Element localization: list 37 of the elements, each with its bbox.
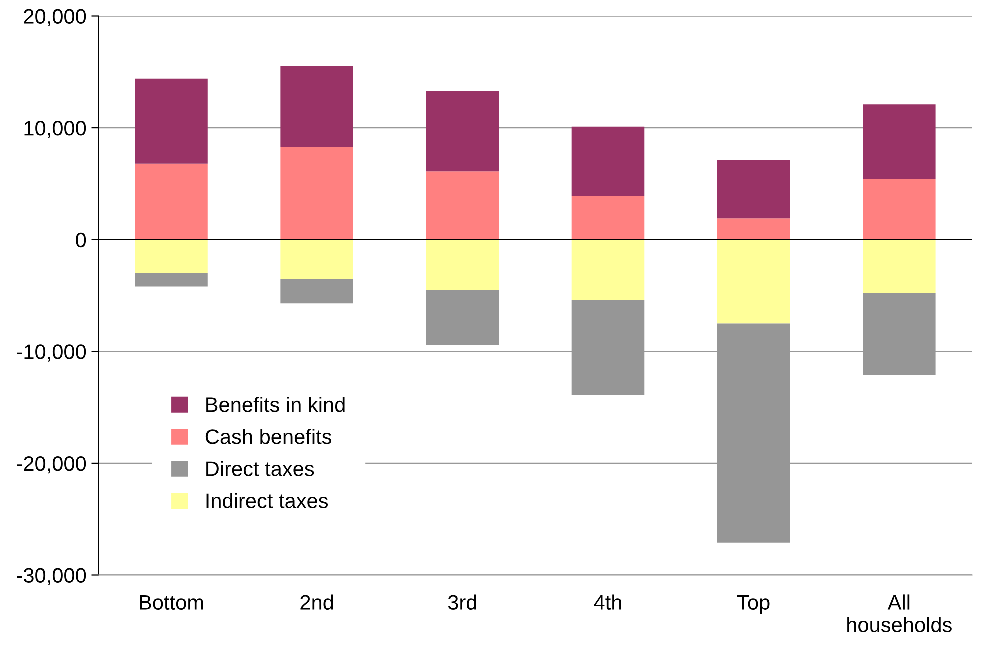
bar bbox=[280, 66, 354, 148]
y-tick-label: -20,000 bbox=[17, 456, 86, 474]
bar bbox=[280, 147, 354, 240]
bar bbox=[572, 240, 645, 300]
y-tick-label: 0 bbox=[76, 232, 86, 248]
x-tick-label: 4th bbox=[594, 594, 622, 610]
bar bbox=[135, 78, 208, 164]
legend-label: Benefits in kind bbox=[206, 397, 345, 412]
bar bbox=[863, 104, 936, 180]
bar bbox=[572, 196, 645, 240]
bar bbox=[863, 240, 936, 294]
x-tick-label: 3rd bbox=[448, 594, 476, 610]
bar bbox=[426, 172, 500, 240]
bar bbox=[717, 240, 790, 324]
x-tick-label: Bottom bbox=[140, 595, 204, 610]
bar bbox=[135, 164, 208, 240]
bar bbox=[572, 126, 645, 196]
x-tick-label: 2nd bbox=[300, 594, 334, 610]
y-tick-label: -30,000 bbox=[17, 568, 86, 586]
y-tick-label: -10,000 bbox=[17, 344, 86, 362]
x-tick-label: All households bbox=[848, 594, 952, 632]
legend-label: Indirect taxes bbox=[206, 493, 328, 508]
legend-label: Direct taxes bbox=[206, 461, 314, 476]
legend-label: Cash benefits bbox=[206, 429, 332, 444]
bar bbox=[426, 240, 500, 290]
bar bbox=[135, 273, 208, 287]
bar bbox=[717, 160, 790, 219]
x-tick-label: Top bbox=[738, 595, 770, 614]
bar bbox=[863, 179, 936, 240]
bar bbox=[280, 278, 354, 304]
y-tick-label: 20,000 bbox=[24, 9, 86, 26]
y-tick-label: 10,000 bbox=[24, 121, 86, 138]
bar bbox=[426, 91, 500, 172]
bar bbox=[280, 240, 354, 279]
bar bbox=[717, 218, 790, 240]
bar bbox=[135, 240, 208, 274]
bar bbox=[426, 290, 500, 345]
